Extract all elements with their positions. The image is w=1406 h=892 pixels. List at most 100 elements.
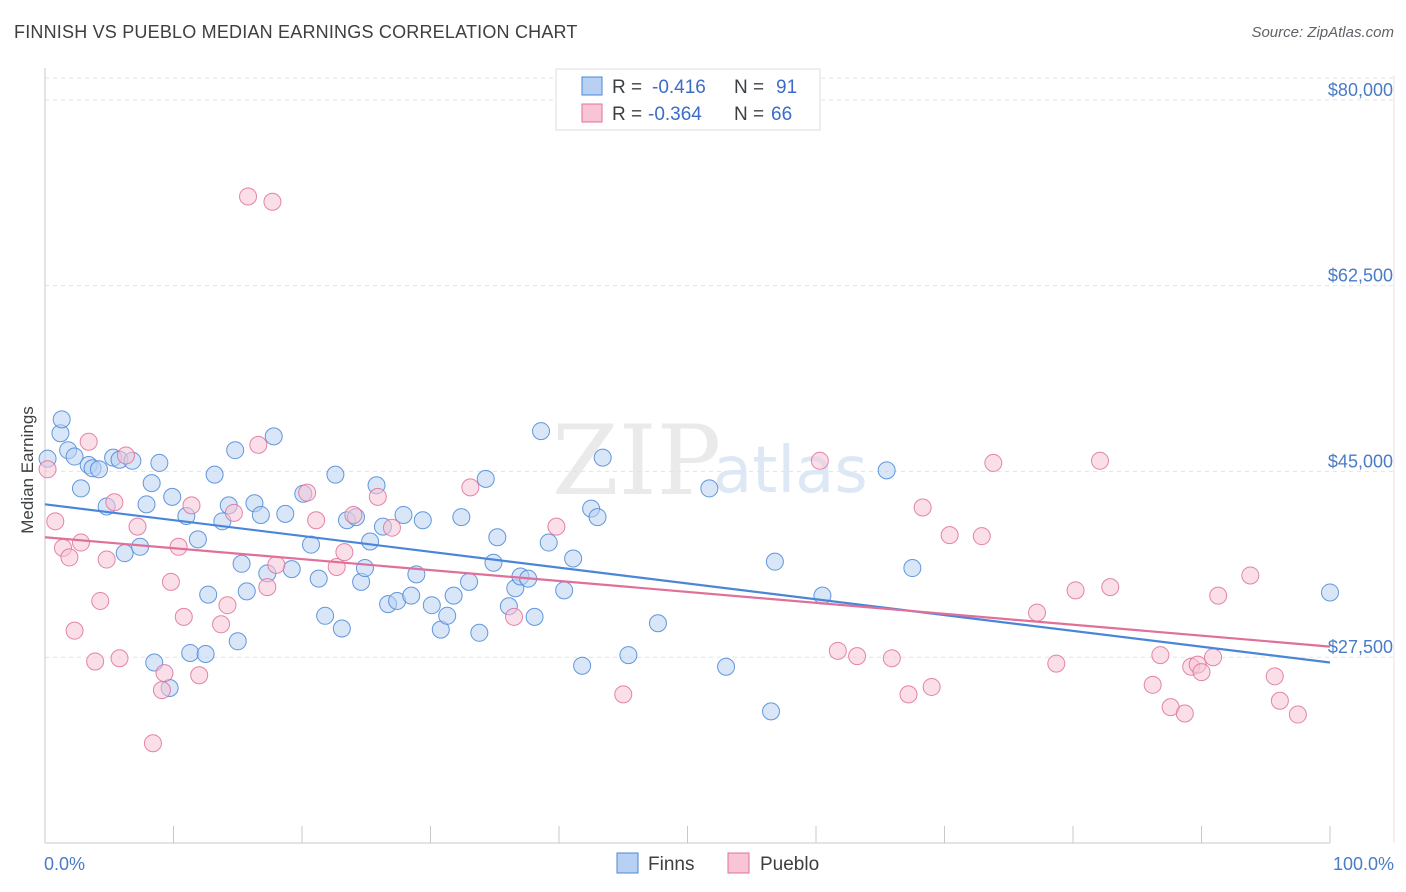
trend-lines: [44, 503, 1331, 664]
point-pueblo-19: [174, 607, 193, 626]
point-finns-50: [402, 586, 421, 605]
point-pueblo-24: [224, 503, 243, 522]
point-finns-27: [237, 582, 256, 601]
point-finns-76: [619, 646, 638, 665]
y-tick-label-0: $80,000: [1328, 80, 1393, 100]
point-pueblo-0: [38, 460, 57, 479]
point-pueblo-50: [984, 453, 1003, 472]
point-finns-38: [326, 465, 345, 484]
point-finns-70: [555, 581, 574, 600]
point-pueblo-20: [182, 496, 201, 515]
point-finns-22: [205, 465, 224, 484]
point-finns-71: [564, 549, 583, 568]
point-pueblo-49: [972, 527, 991, 546]
point-pueblo-5: [71, 533, 90, 552]
legend-finns-r-label: R =: [612, 77, 642, 98]
legend-swatch-finns: [581, 76, 603, 96]
point-pueblo-63: [1209, 586, 1228, 605]
point-finns-61: [484, 553, 503, 572]
point-finns-33: [282, 560, 301, 579]
point-pueblo-35: [368, 487, 387, 506]
point-finns-60: [476, 469, 495, 488]
point-finns-15: [137, 495, 156, 514]
chart-title: FINNISH VS PUEBLO MEDIAN EARNINGS CORREL…: [14, 22, 578, 42]
point-pueblo-46: [913, 498, 932, 517]
point-finns-16: [142, 474, 161, 493]
point-pueblo-29: [267, 555, 286, 574]
point-finns-26: [232, 554, 251, 573]
watermark-zip: ZIP: [552, 405, 721, 517]
bottom-legend-swatch-pueblo: [727, 852, 750, 874]
point-pueblo-11: [110, 649, 129, 668]
legend-finns-n-label: N =: [734, 77, 764, 98]
point-pueblo-33: [335, 543, 354, 562]
point-pueblo-16: [155, 664, 174, 683]
point-finns-18: [163, 487, 182, 506]
trend-line-finns: [44, 503, 1331, 664]
bottom-legend-finns: Finns: [648, 854, 694, 875]
point-finns-67: [525, 607, 544, 626]
point-pueblo-41: [810, 451, 829, 470]
point-pueblo-51: [1028, 603, 1047, 622]
point-finns-69: [539, 533, 558, 552]
point-pueblo-45: [899, 685, 918, 704]
legend-pueblo-n-label: N =: [734, 104, 764, 125]
point-finns-39: [332, 619, 351, 638]
point-pueblo-25: [239, 187, 258, 206]
point-pueblo-53: [1066, 581, 1085, 600]
x-tick-min: 0.0%: [44, 854, 85, 874]
point-finns-58: [460, 572, 479, 591]
point-finns-77: [648, 614, 667, 633]
point-finns-8: [89, 460, 108, 479]
point-pueblo-7: [86, 652, 105, 671]
point-pueblo-64: [1241, 566, 1260, 585]
point-finns-31: [264, 427, 283, 446]
point-finns-72: [573, 656, 592, 675]
point-finns-2: [52, 410, 71, 429]
point-finns-56: [444, 586, 463, 605]
point-finns-89: [196, 645, 215, 664]
point-finns-20: [188, 530, 207, 549]
point-finns-55: [438, 606, 457, 625]
point-pueblo-38: [505, 607, 524, 626]
y-tick-labels: $80,000 $62,500 $45,000 $27,500: [1328, 80, 1393, 657]
point-finns-80: [762, 702, 781, 721]
point-finns-43: [355, 559, 374, 578]
point-finns-62: [488, 528, 507, 547]
data-points: [38, 187, 1339, 753]
point-finns-75: [593, 448, 612, 467]
point-finns-37: [316, 606, 335, 625]
point-pueblo-8: [91, 591, 110, 610]
point-finns-52: [413, 511, 432, 530]
point-pueblo-56: [1143, 675, 1162, 694]
point-finns-5: [71, 479, 90, 498]
legend-finns-n-value: 91: [776, 77, 797, 98]
point-finns-81: [765, 552, 784, 571]
point-pueblo-43: [848, 647, 867, 666]
point-finns-84: [903, 559, 922, 578]
point-finns-78: [700, 479, 719, 498]
point-pueblo-17: [161, 572, 180, 591]
point-pueblo-1: [46, 512, 65, 531]
point-pueblo-47: [922, 677, 941, 696]
point-pueblo-3: [60, 548, 79, 567]
point-pueblo-9: [97, 550, 116, 569]
point-pueblo-67: [1288, 705, 1307, 724]
legend-pueblo-r-label: R =: [612, 104, 642, 125]
point-finns-59: [470, 623, 489, 642]
point-pueblo-59: [1175, 704, 1194, 723]
point-pueblo-23: [218, 596, 237, 615]
point-pueblo-30: [298, 483, 317, 502]
point-pueblo-27: [258, 578, 277, 597]
point-pueblo-6: [79, 432, 98, 451]
point-finns-49: [394, 505, 413, 524]
legend-pueblo-r-value: -0.364: [648, 104, 702, 125]
legend-pueblo-n-value: 66: [771, 104, 792, 125]
y-tick-label-1: $62,500: [1328, 266, 1393, 286]
point-pueblo-65: [1265, 667, 1284, 686]
point-pueblo-54: [1090, 451, 1109, 470]
point-finns-12: [115, 544, 134, 563]
point-finns-17: [150, 453, 169, 472]
point-pueblo-22: [212, 615, 231, 634]
